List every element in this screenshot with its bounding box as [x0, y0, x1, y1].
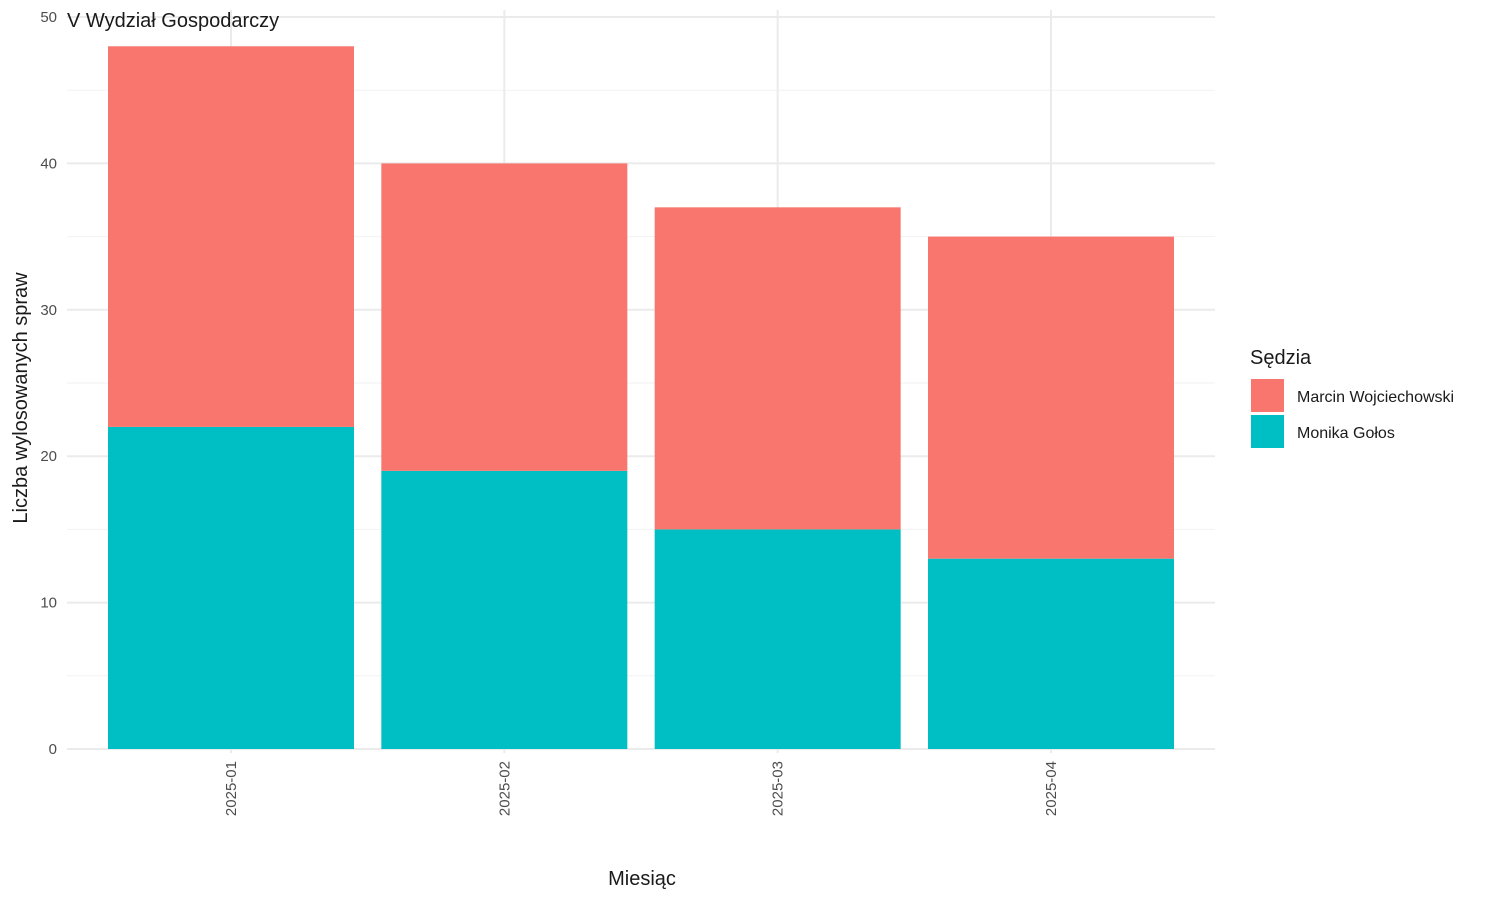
bar-2025-01-monika-gołos	[108, 426, 354, 749]
bar-2025-03-marcin-wojciechowski	[654, 207, 901, 530]
legend-title: Sędzia	[1250, 347, 1312, 369]
y-tick-label: 40	[40, 155, 57, 172]
y-tick-label: 10	[40, 595, 57, 612]
bar-2025-04-monika-gołos	[928, 558, 1174, 749]
y-tick-label: 0	[49, 741, 57, 758]
y-tick-label: 20	[40, 448, 57, 465]
bar-2025-01-marcin-wojciechowski	[108, 46, 354, 427]
bar-2025-02-marcin-wojciechowski	[381, 163, 628, 471]
x-tick-label: 2025-03	[770, 761, 787, 816]
y-tick-label: 30	[40, 302, 57, 319]
legend-label: Monika Gołos	[1297, 425, 1395, 442]
y-axis-title: Liczba wylosowanych spraw	[10, 272, 32, 524]
x-tick-label: 2025-01	[223, 761, 240, 816]
panel-title: V Wydział Gospodarczy	[67, 10, 279, 32]
x-tick-label: 2025-02	[496, 761, 513, 816]
bar-2025-03-monika-gołos	[654, 529, 901, 749]
legend: Sędzia Marcin Wojciechowski Monika Gołos	[1250, 347, 1454, 448]
legend-key	[1251, 379, 1284, 412]
bar-2025-02-monika-gołos	[381, 470, 628, 749]
y-axis-ticks: 0 10 20 30 40 50	[40, 9, 57, 758]
bar-2025-04-marcin-wojciechowski	[928, 236, 1174, 559]
legend-key	[1251, 415, 1284, 448]
legend-label: Marcin Wojciechowski	[1297, 389, 1454, 406]
y-tick-label: 50	[40, 9, 57, 26]
x-tick-label: 2025-04	[1043, 761, 1060, 816]
x-axis-ticks: 2025-01 2025-02 2025-03 2025-04	[223, 761, 1060, 816]
x-axis-title: Miesiąc	[608, 868, 676, 890]
bars	[108, 46, 1174, 749]
